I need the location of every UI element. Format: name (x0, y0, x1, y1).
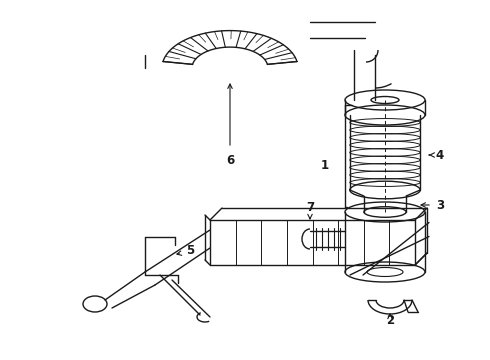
Text: 3: 3 (436, 198, 444, 212)
Text: 6: 6 (226, 153, 234, 166)
Text: 5: 5 (186, 243, 194, 257)
Text: 1: 1 (321, 158, 329, 171)
Text: 7: 7 (306, 201, 314, 213)
Text: 2: 2 (386, 314, 394, 327)
Text: 4: 4 (436, 149, 444, 162)
